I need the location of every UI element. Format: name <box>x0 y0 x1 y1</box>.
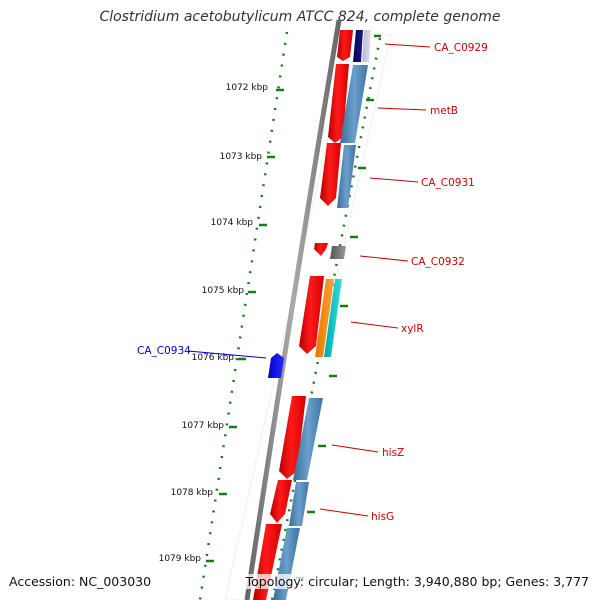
gene-label-hisg[interactable]: hisG <box>371 511 394 523</box>
gene-label-metb[interactable]: metB <box>430 105 458 117</box>
gene-ca-c0934-arrow[interactable] <box>268 353 284 378</box>
feature-steel-block-2[interactable] <box>337 145 356 208</box>
gene-ca-c0932-arrow[interactable] <box>314 243 328 256</box>
genome-backbone <box>244 19 342 600</box>
map-title: Clostridium acetobutylicum ATCC 824, com… <box>99 9 501 25</box>
scale-label-1078: 1078 kbp <box>171 488 214 498</box>
cds-track <box>253 30 353 600</box>
scale-label-1072: 1072 kbp <box>226 83 269 93</box>
scale-ticks: 1072 kbp 1073 kbp 1074 kbp 1075 kbp 1076… <box>159 83 284 564</box>
gene-ca-c0931-arrow[interactable] <box>320 143 341 206</box>
gene-label-ca-c0932[interactable]: CA_C0932 <box>411 256 465 268</box>
gene-label-ca-c0929[interactable]: CA_C0929 <box>434 42 488 54</box>
feature-orange-block[interactable] <box>315 279 334 357</box>
feature-grey-block[interactable] <box>330 246 346 259</box>
feature-steel-block-4[interactable] <box>289 482 309 526</box>
label-leaders <box>319 43 431 517</box>
feature-track <box>273 30 371 600</box>
feature-steel-block-3[interactable] <box>293 398 323 480</box>
gene-xylr-arrow[interactable] <box>299 276 324 354</box>
gene-label-hisz[interactable]: hisZ <box>382 447 404 459</box>
gene-label-xylr[interactable]: xylR <box>401 323 424 335</box>
gene-ca-c0929-arrow[interactable] <box>337 30 353 61</box>
feature-lavender-block[interactable] <box>362 30 371 62</box>
gene-hisg-arrow[interactable] <box>270 480 292 523</box>
feature-navy-block[interactable] <box>353 30 363 62</box>
scale-label-1075: 1075 kbp <box>202 286 245 296</box>
scale-label-1076: 1076 kbp <box>192 353 235 363</box>
genome-summary-text: Topology: circular; Length: 3,940,880 bp… <box>243 574 591 589</box>
gene-labels: CA_C0929 metB CA_C0931 CA_C0932 xylR CA_… <box>137 42 488 523</box>
scale-label-1079: 1079 kbp <box>159 554 202 564</box>
gene-hisz-arrow[interactable] <box>279 396 306 479</box>
gene-label-ca-c0931[interactable]: CA_C0931 <box>421 177 475 189</box>
feature-steel-block-1[interactable] <box>340 65 368 143</box>
label-leader-ca-c0934 <box>187 350 267 359</box>
scale-label-1073: 1073 kbp <box>220 152 263 162</box>
feature-cyan-block[interactable] <box>324 279 342 357</box>
accession-text: Accession: NC_003030 <box>9 574 152 589</box>
scale-label-1074: 1074 kbp <box>211 218 254 228</box>
gene-label-ca-c0934[interactable]: CA_C0934 <box>137 345 191 357</box>
inner-dotted-ring <box>198 31 289 600</box>
scale-label-1077: 1077 kbp <box>182 421 225 431</box>
